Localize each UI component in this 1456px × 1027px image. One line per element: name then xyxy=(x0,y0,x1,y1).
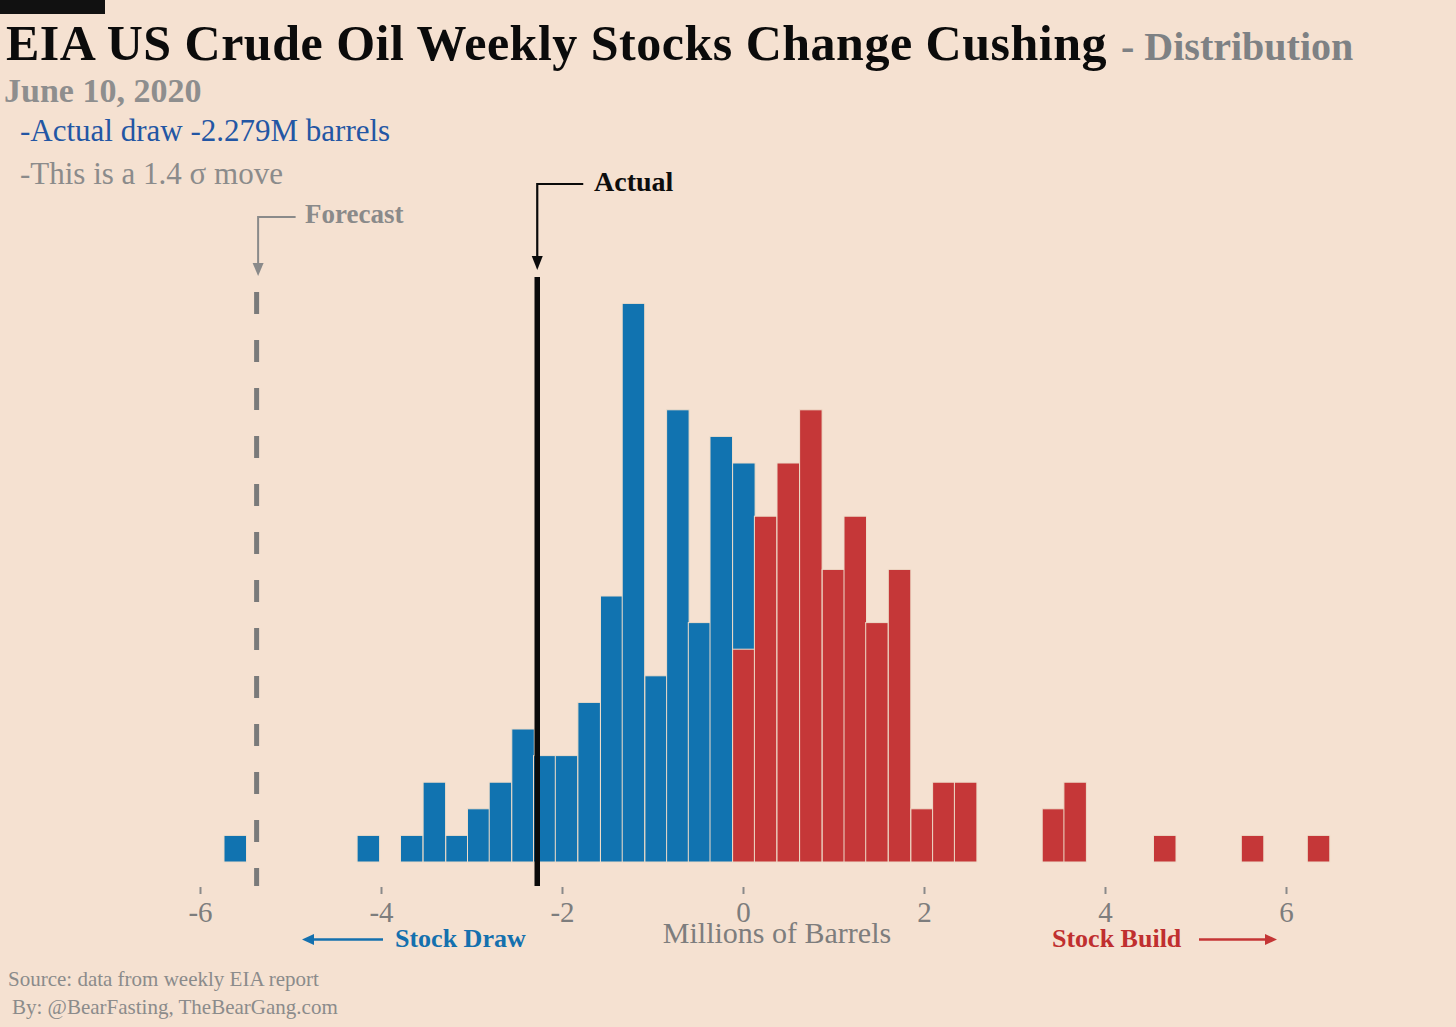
forecast-arrowhead-icon xyxy=(253,263,264,276)
histogram-bar-build xyxy=(1241,835,1264,862)
histogram-bar-draw xyxy=(601,596,624,862)
x-axis-title: Millions of Barrels xyxy=(663,916,891,950)
histogram-bar-build xyxy=(911,809,934,862)
histogram-bar-draw xyxy=(667,410,690,862)
forecast-label: Forecast xyxy=(305,199,403,230)
histogram-bar-draw xyxy=(512,729,535,862)
histogram-bar-build xyxy=(1154,835,1177,862)
histogram-bar-draw xyxy=(357,835,380,862)
histogram-bar-build xyxy=(888,569,911,862)
x-axis-ticks xyxy=(201,887,1287,894)
histogram-bar-draw xyxy=(710,436,733,862)
histogram-bar-draw xyxy=(468,809,491,862)
histogram-bars xyxy=(224,303,1330,862)
histogram-bar-build xyxy=(866,623,889,862)
stock-draw-label: Stock Draw xyxy=(395,924,526,954)
histogram-bar-build xyxy=(954,782,977,862)
histogram-bar-build xyxy=(822,569,845,862)
actual-label: Actual xyxy=(594,166,673,198)
histogram-bar-draw xyxy=(688,623,711,862)
histogram-bar-draw xyxy=(489,782,512,862)
histogram-bar-draw xyxy=(622,303,645,862)
x-tick-label: 2 xyxy=(917,896,932,929)
histogram-bar-build xyxy=(800,410,823,862)
histogram-bar-build xyxy=(933,782,956,862)
stock-draw-arrowhead-icon xyxy=(302,934,314,945)
histogram-bar-build xyxy=(1042,809,1065,862)
x-tick-label: -6 xyxy=(188,896,212,929)
stock-build-arrowhead-icon xyxy=(1265,934,1277,945)
histogram-bar-build xyxy=(844,516,867,862)
x-tick-label: 6 xyxy=(1279,896,1294,929)
histogram-bar-draw xyxy=(446,835,469,862)
author-credit: By: @BearFasting, TheBearGang.com xyxy=(12,995,338,1020)
source-credit: Source: data from weekly EIA report xyxy=(8,967,319,992)
x-tick-label: -4 xyxy=(369,896,393,929)
histogram-bar-draw xyxy=(224,835,247,862)
actual-arrowhead-icon xyxy=(532,256,543,270)
histogram-bar-draw xyxy=(645,676,668,862)
histogram-bar-build xyxy=(754,516,777,862)
forecast-arrow xyxy=(258,217,296,264)
histogram-bar-build xyxy=(1064,782,1087,862)
histogram-bar-draw xyxy=(423,782,446,862)
histogram-bar-draw xyxy=(401,835,424,862)
actual-arrow xyxy=(537,184,583,257)
histogram-bar-build xyxy=(777,463,800,862)
histogram-bar-draw xyxy=(555,756,578,862)
histogram-bar-build xyxy=(1307,835,1330,862)
x-tick-label: -2 xyxy=(550,896,574,929)
histogram-bar-build xyxy=(733,649,756,862)
stock-build-label: Stock Build xyxy=(1052,924,1181,954)
histogram-chart xyxy=(0,0,1456,1027)
histogram-bar-draw xyxy=(578,702,601,862)
